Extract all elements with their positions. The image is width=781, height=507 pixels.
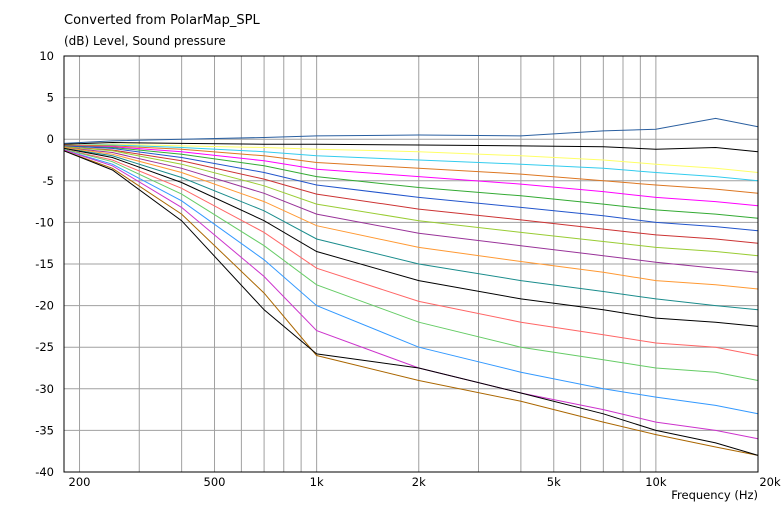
y-tick-label: -15 (35, 257, 54, 271)
y-tick-label: -25 (35, 340, 54, 354)
series-line-10 (63, 146, 759, 257)
series-line-9 (63, 146, 759, 244)
series-line-11 (63, 147, 759, 273)
y-tick-label: 10 (39, 49, 54, 63)
y-tick-label: -40 (35, 465, 54, 479)
y-tick-label: -20 (35, 299, 54, 313)
series-line-15 (63, 148, 759, 356)
y-tick-label: -5 (43, 174, 54, 188)
series-line-19 (63, 150, 759, 456)
series-line-2 (63, 141, 759, 153)
grid (64, 55, 758, 473)
y-tick-label: 5 (47, 91, 54, 105)
plot-frame (63, 55, 759, 473)
y-tick-label: -30 (35, 382, 54, 396)
series-line-3 (63, 143, 759, 173)
x-tick-label: 200 (69, 475, 91, 489)
series-line-7 (63, 145, 759, 219)
y-tick-label: -35 (35, 423, 54, 437)
series-line-13 (63, 147, 759, 311)
series-line-6 (63, 145, 759, 207)
y-tick-label: 0 (47, 132, 54, 146)
series-line-20 (63, 150, 759, 456)
series-line-14 (63, 147, 759, 327)
series-line-8 (63, 145, 759, 232)
y-axis-label: (dB) Level, Sound pressure (64, 34, 226, 48)
series-line-4 (64, 144, 759, 182)
x-tick-label: 20k (759, 475, 781, 489)
series-line-12 (63, 147, 759, 290)
x-tick-label: 1k (310, 475, 324, 489)
series-lines (63, 117, 759, 456)
series-line-5 (63, 144, 759, 194)
chart-title: Converted from PolarMap_SPL (64, 13, 260, 28)
series-line-1 (63, 117, 759, 144)
x-axis-label: Frequency (Hz) (671, 488, 758, 502)
y-tick-label: -10 (35, 215, 54, 229)
x-tick-labels: 200 500 1k 2k 5k 10k 20k (69, 475, 781, 489)
y-tick-labels: 10 5 0 -5 -10 -15 -20 -25 -30 -35 -40 (35, 49, 54, 479)
x-tick-label: 500 (204, 475, 226, 489)
series-line-16 (63, 148, 759, 381)
series-line-17 (63, 149, 759, 415)
x-tick-label: 10k (645, 475, 667, 489)
x-tick-label: 2k (412, 475, 426, 489)
x-tick-label: 5k (547, 475, 561, 489)
